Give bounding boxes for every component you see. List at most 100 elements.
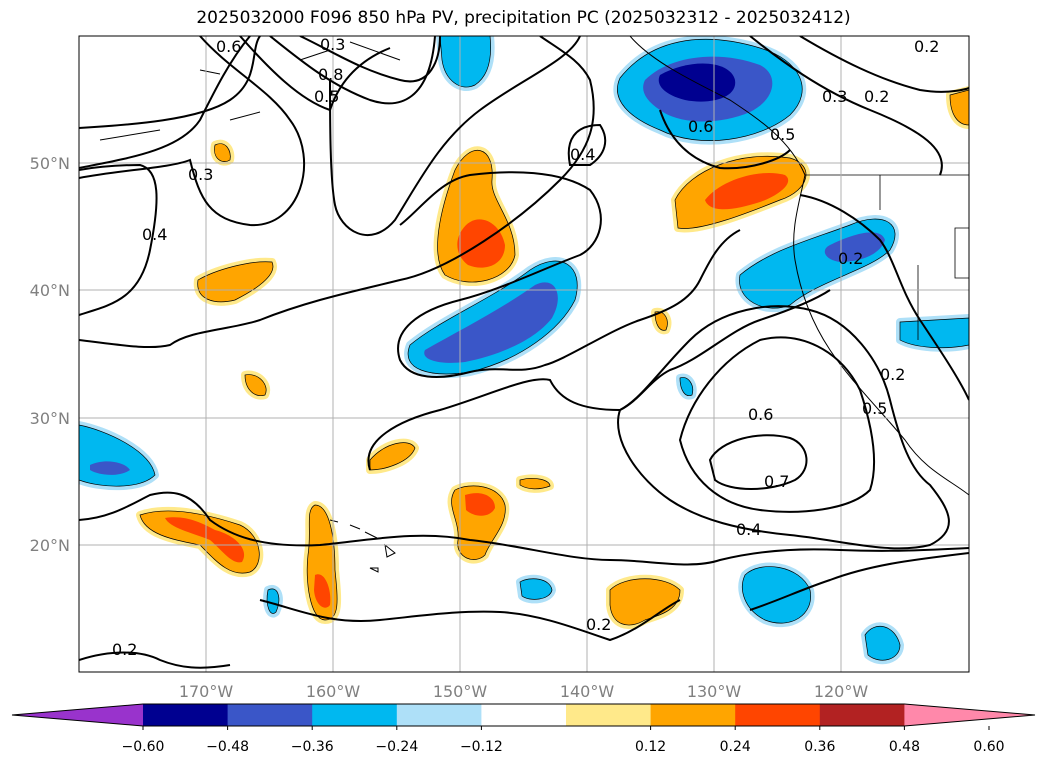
coastline — [99, 36, 969, 573]
colorbar-segment — [481, 704, 567, 726]
colorbar: −0.60 −0.48 −0.36 −0.24 −0.12 0.12 0.24 0.36 0.4… — [11, 703, 1036, 755]
pv-contour-0.6-ne — [659, 109, 791, 170]
gridlines — [79, 36, 969, 672]
contour-label: 0.6 — [216, 37, 241, 56]
pv-contour-0.6-ring — [678, 336, 876, 513]
lat-tick-label: 50°N — [30, 154, 70, 173]
colorbar-segment — [566, 704, 652, 726]
colorbar-tick-label: 0.24 — [720, 739, 751, 755]
colorbar-segment — [312, 704, 398, 726]
pv-contour-0.3-ne — [749, 36, 943, 176]
contour-label: 0.2 — [880, 365, 905, 384]
contour-label: 0.5 — [314, 87, 339, 106]
pv-contour-trough — [329, 36, 581, 237]
precip-blob-hawaii-positive-strip-core — [314, 574, 331, 608]
precip-blob-small-positive-4 — [519, 478, 551, 490]
precip-blob-central-negative-core — [424, 282, 558, 363]
colorbar-tick-label: −0.24 — [375, 739, 418, 755]
pv-contour-southeast — [749, 552, 969, 611]
contour-label-group: 0.6 0.3 0.8 0.5 0.3 0.4 0.2 0.4 0.6 0.5 … — [112, 35, 939, 659]
colorbar-segment — [735, 704, 821, 726]
pv-contour-0.2-ne — [799, 36, 969, 93]
pv-contours — [79, 36, 969, 669]
colorbar-segment — [819, 704, 905, 726]
precip-blob-far-southeast-negative — [864, 625, 901, 661]
plot-frame — [78, 35, 970, 673]
colorbar-tick-label: 0.36 — [804, 739, 835, 755]
contour-label: 0.4 — [142, 225, 167, 244]
precip-blob-small-positive-1 — [654, 311, 668, 331]
contour-label: 0.6 — [688, 117, 713, 136]
contour-label: 0.3 — [822, 87, 847, 106]
lon-tick-label: 140°W — [560, 682, 615, 701]
precip-blob-oregon-positive-core — [705, 172, 789, 210]
precip-blob-north-negative — [439, 36, 491, 88]
precip-blob-hawaii-west-positive-core — [165, 517, 245, 563]
precip-blob-tail-positive — [369, 442, 416, 471]
contour-label: 0.4 — [570, 145, 595, 164]
contour-label: 0.8 — [318, 65, 343, 84]
contour-label: 0.5 — [862, 399, 887, 418]
precip-blob-northeast-positive — [949, 89, 969, 126]
pv-contour-tongue — [367, 289, 831, 471]
pv-contour-south-1 — [79, 491, 969, 566]
precip-blob-southeast-negative — [742, 566, 811, 624]
contour-label: 0.2 — [914, 37, 939, 56]
precip-blob-small-negative-3 — [266, 588, 280, 614]
colorbar-segment — [650, 704, 736, 726]
contour-label: 0.3 — [188, 165, 213, 184]
precip-blob-south-positive — [609, 578, 681, 626]
precip-blob-west-negative-core — [90, 461, 130, 475]
precip-blob-subtropic-positive-core — [465, 493, 495, 516]
precip-shading — [79, 36, 969, 665]
colorbar-tick-label: −0.12 — [460, 739, 503, 755]
lon-tick-label: 150°W — [433, 682, 488, 701]
pv-contour-0.4-loop — [567, 123, 607, 166]
precip-blob-west-positive — [197, 261, 274, 303]
colorbar-tick-label: 0.48 — [889, 739, 920, 755]
contour-label: 0.2 — [586, 615, 611, 634]
precip-blob-california-negative-core — [824, 232, 885, 262]
colorbar-segment — [396, 704, 482, 726]
contour-label: 0.4 — [736, 520, 761, 539]
pv-contour-0.4-west — [79, 163, 158, 316]
precip-blob-small-negative-1 — [519, 578, 553, 600]
pv-contour-northwest-1 — [299, 36, 441, 83]
colorbar-extend-high — [904, 704, 1035, 726]
coastline-aleutians — [99, 41, 401, 141]
border-us-canada — [805, 174, 969, 340]
precip-blob-small-positive-2 — [244, 374, 267, 396]
pv-contour-north-1 — [79, 36, 261, 129]
pv-contour-northwest-2 — [269, 36, 436, 105]
coastline-north-america — [629, 36, 969, 496]
contour-label: 0.2 — [112, 640, 137, 659]
contour-label: 0.7 — [764, 472, 789, 491]
pv-contour-0.7-ring — [708, 434, 808, 490]
contour-label: 0.3 — [320, 35, 345, 54]
pv-contour-0.3-west — [79, 36, 305, 227]
precip-blob-small-negative-2 — [679, 377, 694, 396]
longitude-axis: 170°W 160°W 150°W 140°W 130°W 120°W — [179, 682, 869, 701]
pv-contour-0.5-east — [799, 194, 969, 401]
colorbar-tick-label: −0.36 — [291, 739, 334, 755]
contour-label: 0.6 — [748, 405, 773, 424]
lon-tick-label: 160°W — [306, 682, 361, 701]
pv-contour-main-wave — [79, 36, 595, 349]
latitude-axis: 50°N 40°N 30°N 20°N — [30, 154, 70, 555]
coastline-hawaii — [329, 519, 396, 573]
lat-tick-label: 40°N — [30, 281, 70, 300]
lat-tick-label: 20°N — [30, 536, 70, 555]
pv-contour-south-2 — [79, 599, 681, 669]
pv-contour-north-2 — [79, 36, 251, 169]
colorbar-segment — [143, 704, 229, 726]
contour-label: 0.2 — [838, 249, 863, 268]
lon-tick-label: 130°W — [687, 682, 742, 701]
colorbar-tick-label: −0.48 — [206, 739, 249, 755]
lon-tick-label: 170°W — [179, 682, 234, 701]
colorbar-tick-label: 0.12 — [635, 739, 666, 755]
colorbar-tick-label: −0.60 — [122, 739, 165, 755]
map-title: 2025032000 F096 850 hPa PV, precipitatio… — [196, 8, 851, 28]
lat-tick-label: 30°N — [30, 409, 70, 428]
contour-label: 0.2 — [864, 87, 889, 106]
